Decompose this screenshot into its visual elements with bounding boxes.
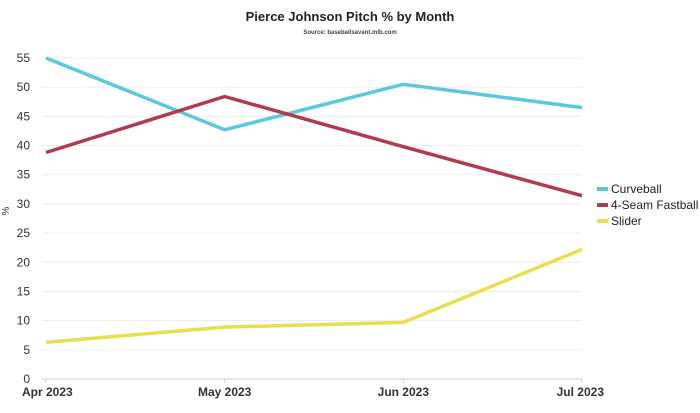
series-line-slider xyxy=(45,247,583,344)
y-tick-label: 45 xyxy=(17,109,31,123)
y-tick-label: 40 xyxy=(17,139,31,153)
series-line-curveball xyxy=(45,56,583,132)
y-tick-label: 5 xyxy=(23,343,30,357)
y-axis-ticks: 0 5 10 15 20 25 30 35 40 45 50 55 xyxy=(17,51,31,386)
chart-subtitle: Source: baseballsavant.mlb.com xyxy=(303,30,396,36)
legend-swatch xyxy=(597,187,608,191)
y-tick-label: 10 xyxy=(17,314,31,328)
legend-swatch xyxy=(597,219,608,223)
y-tick-label: 15 xyxy=(17,284,31,298)
y-tick-label: 20 xyxy=(17,255,31,269)
x-tick-label: Jul 2023 xyxy=(557,385,605,399)
y-tick-label: 0 xyxy=(23,372,30,386)
legend: Curveball 4-Seam Fastball Slider xyxy=(597,182,698,228)
y-tick-label: 50 xyxy=(17,80,31,94)
y-tick-label: 25 xyxy=(17,226,31,240)
chart-title: Pierce Johnson Pitch % by Month xyxy=(246,9,455,24)
legend-label: Curveball xyxy=(611,182,662,196)
x-tick-label: Apr 2023 xyxy=(22,385,73,399)
x-tick-label: May 2023 xyxy=(198,385,252,399)
y-tick-label: 30 xyxy=(17,197,31,211)
y-axis-label: % xyxy=(1,206,12,215)
series-lines xyxy=(45,56,583,344)
legend-label: Slider xyxy=(611,214,642,228)
series-line-4-seam-fastball xyxy=(45,94,583,198)
y-tick-label: 55 xyxy=(17,51,31,65)
x-tick-label: Jun 2023 xyxy=(378,385,430,399)
x-axis-ticks: Apr 2023 May 2023 Jun 2023 Jul 2023 xyxy=(22,379,604,399)
legend-label: 4-Seam Fastball xyxy=(611,198,698,212)
y-tick-label: 35 xyxy=(17,168,31,182)
legend-swatch xyxy=(597,203,608,207)
grid-lines xyxy=(42,57,582,380)
